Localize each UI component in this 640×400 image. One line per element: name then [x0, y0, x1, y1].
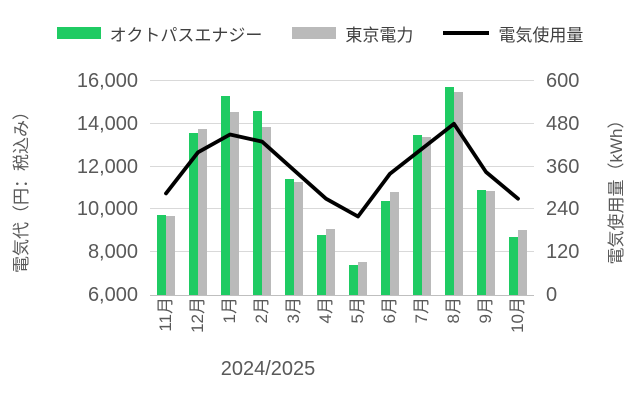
legend-item-usage: 電気使用量	[443, 21, 583, 46]
octopus-energy-bar-swatch-icon	[56, 27, 101, 39]
tepco-bar-3月	[294, 181, 303, 295]
x-tick-7月: 7月	[411, 297, 431, 324]
tepco-bar-11月	[166, 215, 175, 295]
legend: オクトパスエナジー 東京電力 電気使用量	[0, 20, 640, 46]
tepco-bar-2月	[262, 127, 271, 295]
x-tick-9月: 9月	[475, 297, 495, 324]
left-tick-8,000: 8,000	[87, 241, 138, 264]
tepco-bar-6月	[390, 192, 399, 295]
tepco-bar-9月	[486, 191, 495, 295]
x-tick-11月: 11月	[155, 297, 175, 332]
x-tick-1月: 1月	[219, 297, 239, 324]
x-tick-2月: 2月	[251, 297, 271, 324]
legend-item-tepco: 東京電力	[292, 21, 413, 46]
left-tick-12,000: 12,000	[76, 155, 138, 178]
tepco-bar-1月	[230, 112, 239, 295]
legend-label-octopus-energy: オクトパスエナジー	[109, 25, 263, 45]
legend-item-octopus-energy: オクトパスエナジー	[56, 21, 263, 46]
x-axis-group-label: 2024/2025	[220, 358, 316, 380]
x-tick-5月: 5月	[347, 297, 367, 324]
usage-polyline	[164, 121, 520, 219]
x-tick-4月: 4月	[315, 297, 335, 324]
legend-label-usage: 電気使用量	[498, 25, 584, 45]
octopus-bar-12月	[189, 133, 198, 295]
gridline	[150, 80, 534, 81]
octopus-bar-4月	[317, 235, 326, 295]
x-tick-8月: 8月	[443, 297, 463, 324]
tepco-bar-5月	[358, 261, 367, 295]
x-tick-12月: 12月	[187, 297, 207, 333]
octopus-bar-1月	[221, 95, 230, 295]
gridline	[150, 122, 534, 124]
octopus-bar-2月	[253, 110, 262, 295]
octopus-bar-6月	[381, 200, 390, 295]
right-tick-120: 120	[546, 241, 580, 264]
left-tick-14,000: 14,000	[76, 112, 138, 135]
gridline	[150, 165, 534, 167]
legend-label-tepco: 東京電力	[345, 25, 414, 45]
right-tick-600: 600	[546, 70, 580, 92]
tepco-bar-4月	[326, 228, 335, 295]
right-tick-0: 0	[546, 284, 558, 306]
left-tick-16,000: 16,000	[76, 70, 138, 92]
x-tick-10月: 10月	[507, 297, 527, 333]
left-tick-6,000: 6,000	[87, 284, 138, 306]
right-tick-480: 480	[546, 112, 580, 135]
octopus-bar-11月	[157, 214, 166, 295]
tepco-bar-8月	[454, 91, 463, 295]
left-axis-title: 電気代（円：税込み）	[12, 103, 31, 273]
x-tick-6月: 6月	[379, 297, 399, 324]
octopus-bar-10月	[509, 237, 518, 295]
octopus-bar-9月	[477, 190, 486, 295]
tepco-bar-7月	[422, 136, 431, 295]
x-tick-3月: 3月	[283, 297, 303, 324]
octopus-bar-5月	[349, 265, 358, 295]
octopus-bar-3月	[285, 179, 294, 295]
tepco-bar-12月	[198, 129, 207, 295]
x-axis-line	[150, 295, 534, 296]
octopus-bar-8月	[445, 87, 454, 295]
usage-line-swatch-icon	[443, 31, 490, 35]
tepco-bar-10月	[518, 229, 527, 295]
right-tick-360: 360	[546, 155, 580, 178]
left-tick-10,000: 10,000	[76, 198, 138, 221]
gridline	[150, 251, 534, 253]
plot-area	[150, 80, 534, 296]
right-axis-title: 電気使用量（kWh）	[607, 111, 626, 265]
tepco-bar-swatch-icon	[292, 27, 337, 39]
right-tick-240: 240	[546, 198, 580, 221]
octopus-bar-7月	[413, 134, 422, 295]
